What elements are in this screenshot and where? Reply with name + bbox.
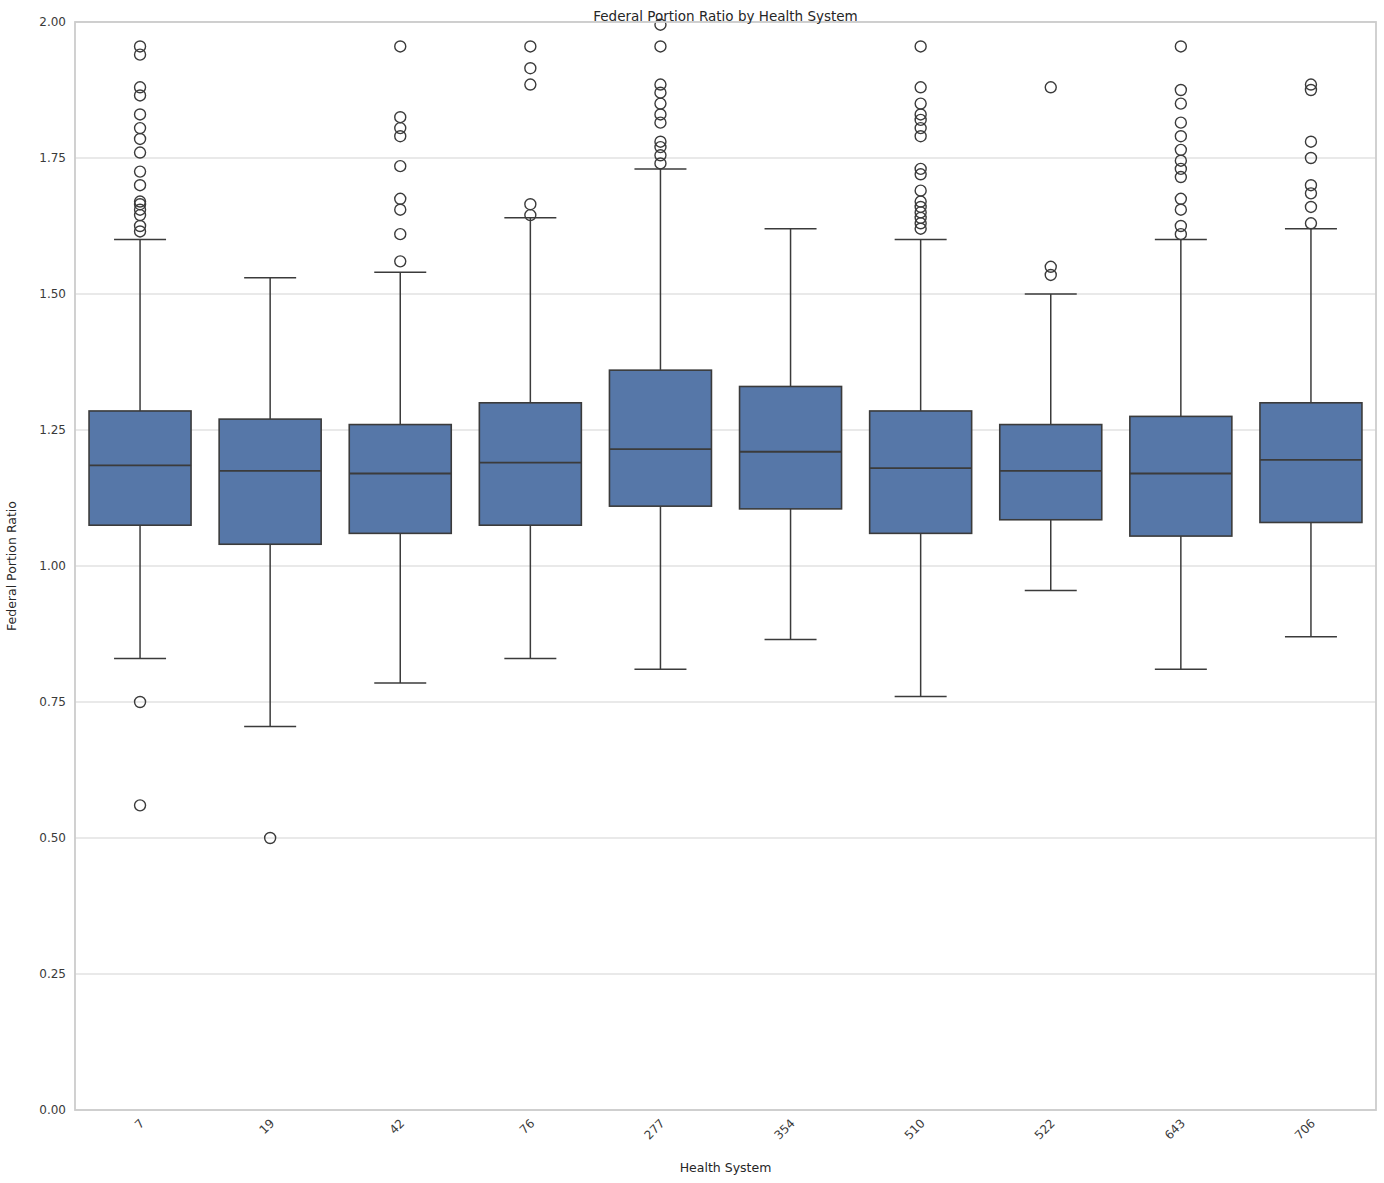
iqr-box — [870, 411, 972, 533]
iqr-box — [1130, 416, 1232, 536]
chart-title: Federal Portion Ratio by Health System — [593, 8, 857, 24]
iqr-box — [479, 403, 581, 525]
iqr-box — [349, 425, 451, 534]
y-tick-label: 0.75 — [39, 695, 66, 709]
iqr-box — [609, 370, 711, 506]
iqr-box — [1000, 425, 1102, 520]
y-tick-label: 0.50 — [39, 831, 66, 845]
y-axis-title: Federal Portion Ratio — [4, 501, 19, 631]
y-tick-label: 1.25 — [39, 423, 66, 437]
y-tick-label: 1.00 — [39, 559, 66, 573]
figure-background — [0, 0, 1384, 1183]
boxplot-figure: 0.000.250.500.751.001.251.501.752.007194… — [0, 0, 1384, 1183]
boxplot-chart-canvas: 0.000.250.500.751.001.251.501.752.007194… — [0, 0, 1384, 1183]
y-tick-label: 1.75 — [39, 151, 66, 165]
iqr-box — [1260, 403, 1362, 523]
iqr-box — [740, 386, 842, 508]
y-tick-label: 0.00 — [39, 1103, 66, 1117]
y-tick-label: 2.00 — [39, 15, 66, 29]
y-tick-label: 0.25 — [39, 967, 66, 981]
plot-area: 0.000.250.500.751.001.251.501.752.007194… — [0, 0, 1384, 1183]
y-tick-label: 1.50 — [39, 287, 66, 301]
iqr-box — [89, 411, 191, 525]
x-axis-title: Health System — [680, 1160, 772, 1175]
iqr-box — [219, 419, 321, 544]
